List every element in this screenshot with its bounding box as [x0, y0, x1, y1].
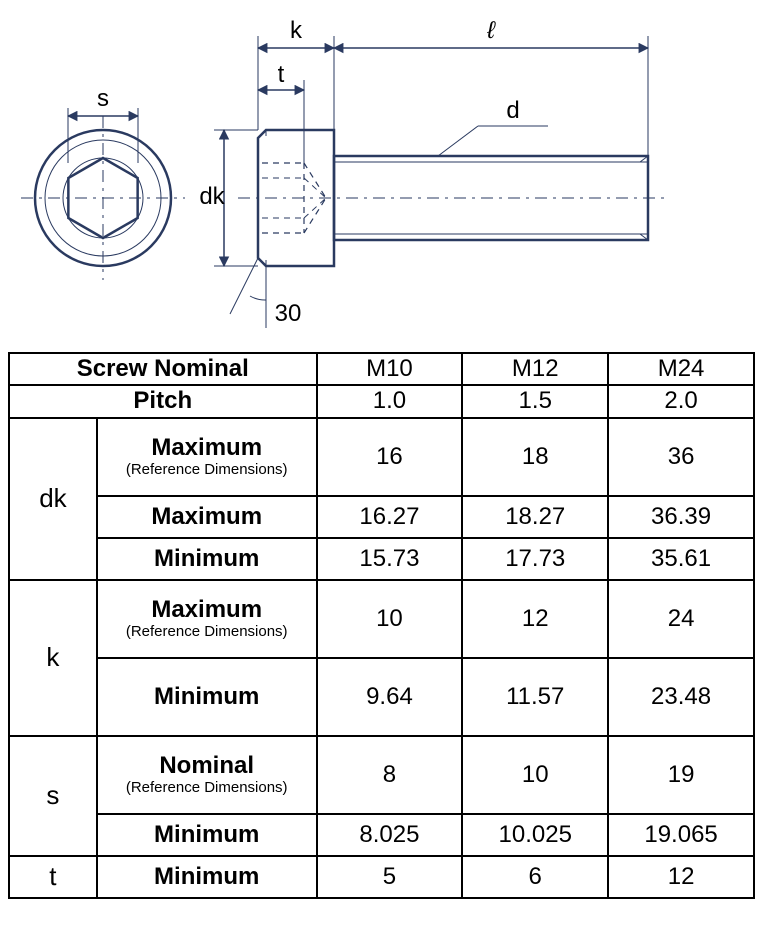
val-dk-0-2: 36: [608, 418, 754, 496]
val-dk-2-2: 35.61: [608, 538, 754, 580]
val-k-1-2: 23.48: [608, 658, 754, 736]
label-k-0: Maximum(Reference Dimensions): [97, 580, 317, 658]
val-dk-2-0: 15.73: [317, 538, 463, 580]
val-k-1-1: 11.57: [462, 658, 608, 736]
val-dk-0-1: 18: [462, 418, 608, 496]
val-s-1-1: 10.025: [462, 814, 608, 856]
label-s-0: Nominal(Reference Dimensions): [97, 736, 317, 814]
header-size-2: M24: [608, 353, 754, 385]
svg-text:30: 30: [275, 300, 302, 327]
label-dk-1: Maximum: [97, 496, 317, 538]
svg-text:k: k: [290, 17, 303, 44]
val-s-0-2: 19: [608, 736, 754, 814]
val-dk-1-0: 16.27: [317, 496, 463, 538]
val-k-1-0: 9.64: [317, 658, 463, 736]
svg-text:s: s: [97, 85, 109, 112]
svg-text:dk: dk: [199, 183, 225, 210]
val-s-1-2: 19.065: [608, 814, 754, 856]
val-dk-1-2: 36.39: [608, 496, 754, 538]
svg-text:t: t: [278, 61, 285, 88]
param-dk: dk: [9, 418, 97, 580]
val-t-0-2: 12: [608, 856, 754, 898]
label-k-1: Minimum: [97, 658, 317, 736]
header-screw-nominal: Screw Nominal: [9, 353, 317, 385]
val-s-0-1: 10: [462, 736, 608, 814]
val-s-0-0: 8: [317, 736, 463, 814]
label-dk-0: Maximum(Reference Dimensions): [97, 418, 317, 496]
label-t-0: Minimum: [97, 856, 317, 898]
pitch-val-1: 1.5: [462, 385, 608, 417]
val-k-0-0: 10: [317, 580, 463, 658]
label-dk-2: Minimum: [97, 538, 317, 580]
header-size-1: M12: [462, 353, 608, 385]
val-dk-1-1: 18.27: [462, 496, 608, 538]
param-s: s: [9, 736, 97, 856]
param-t: t: [9, 856, 97, 898]
pitch-val-2: 2.0: [608, 385, 754, 417]
svg-text:d: d: [506, 97, 519, 124]
screw-diagram: s k ℓ t dk 30 d: [8, 8, 755, 348]
val-s-1-0: 8.025: [317, 814, 463, 856]
pitch-val-0: 1.0: [317, 385, 463, 417]
val-dk-0-0: 16: [317, 418, 463, 496]
svg-text:ℓ: ℓ: [486, 17, 496, 44]
header-size-0: M10: [317, 353, 463, 385]
label-s-1: Minimum: [97, 814, 317, 856]
val-dk-2-1: 17.73: [462, 538, 608, 580]
dimensions-table: Screw NominalM10M12M24 Pitch1.01.52.0 dkMa…: [8, 352, 755, 899]
header-pitch: Pitch: [9, 385, 317, 417]
val-k-0-2: 24: [608, 580, 754, 658]
val-t-0-1: 6: [462, 856, 608, 898]
val-k-0-1: 12: [462, 580, 608, 658]
val-t-0-0: 5: [317, 856, 463, 898]
param-k: k: [9, 580, 97, 736]
